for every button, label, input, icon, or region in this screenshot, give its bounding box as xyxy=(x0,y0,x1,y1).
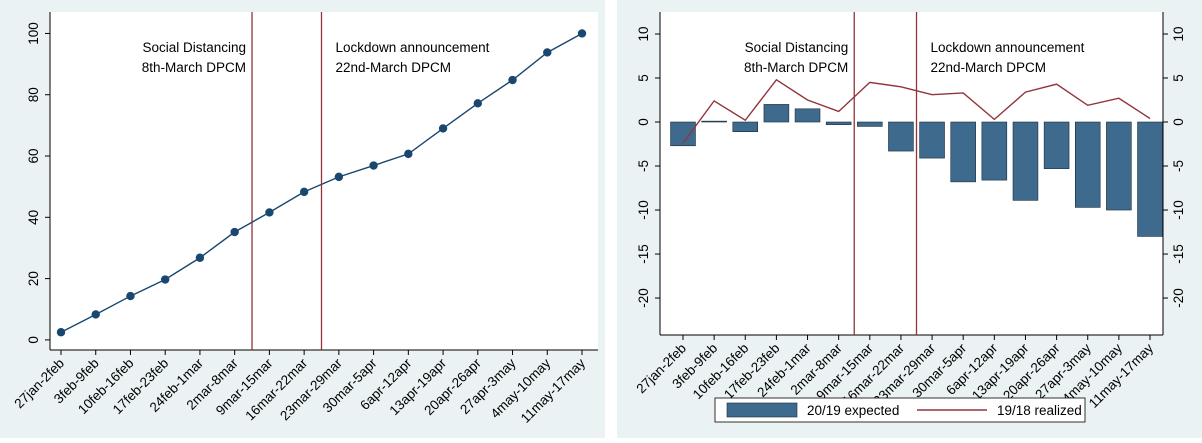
bar xyxy=(857,121,883,127)
y-tick-label: -15 xyxy=(636,244,651,264)
annotation: 22nd-March DPCM xyxy=(931,60,1047,75)
annotation: Social Distancing xyxy=(142,40,246,55)
annotation: Lockdown announcement xyxy=(931,40,1085,55)
y-tick-label: 60 xyxy=(26,149,41,164)
bar xyxy=(794,108,821,123)
marker xyxy=(230,227,239,237)
marker xyxy=(404,149,413,159)
y-tick-label: -20 xyxy=(1171,288,1186,308)
marker xyxy=(577,29,587,38)
marker xyxy=(56,328,66,337)
y-tick-label: 5 xyxy=(636,74,651,82)
y-tick-label: 40 xyxy=(26,210,41,225)
bar xyxy=(670,121,696,147)
y-tick-label: -5 xyxy=(1171,160,1186,172)
y-tick-label: 0 xyxy=(26,336,41,344)
y-tick-label: 20 xyxy=(26,271,41,286)
y-tick-label: 0 xyxy=(1171,118,1186,126)
y-tick-label: 80 xyxy=(26,87,41,102)
bar xyxy=(1012,121,1039,201)
bar xyxy=(1106,121,1132,211)
marker xyxy=(508,75,517,85)
bar xyxy=(732,121,759,132)
annotation: 8th-March DPCM xyxy=(744,60,848,75)
bar xyxy=(825,121,852,125)
marker xyxy=(299,187,309,197)
annotation: 8th-March DPCM xyxy=(142,60,246,75)
y-tick-label: 100 xyxy=(26,22,41,45)
y-tick-label: 10 xyxy=(1171,26,1186,41)
bar xyxy=(888,121,914,152)
marker xyxy=(265,208,274,217)
marker xyxy=(161,275,170,284)
legend-label: 19/18 realized xyxy=(997,403,1082,418)
y-tick-label: -10 xyxy=(1171,200,1186,220)
marker xyxy=(473,99,482,108)
bar xyxy=(981,121,1008,181)
annotation: Lockdown announcement xyxy=(336,40,490,55)
y-tick-label: 5 xyxy=(1171,74,1186,82)
marker xyxy=(91,310,100,319)
marker xyxy=(438,124,448,133)
marker xyxy=(334,172,344,182)
bar xyxy=(950,121,976,183)
bar xyxy=(1043,121,1070,169)
marker xyxy=(195,253,205,262)
marker xyxy=(126,291,135,301)
annotation: 22nd-March DPCM xyxy=(336,60,452,75)
bar xyxy=(701,120,727,123)
legend-swatch xyxy=(726,402,798,418)
legend-label: 20/19 expected xyxy=(807,403,899,418)
bar xyxy=(919,121,945,159)
y-tick-label: -15 xyxy=(1171,244,1186,264)
annotation: Social Distancing xyxy=(745,40,849,55)
y-tick-label: -5 xyxy=(636,160,651,172)
marker xyxy=(543,48,552,57)
bar xyxy=(1137,121,1163,237)
y-tick-label: 10 xyxy=(636,26,651,41)
marker xyxy=(369,161,378,170)
plot-area xyxy=(50,12,598,350)
bar xyxy=(763,104,790,123)
y-tick-label: -10 xyxy=(636,200,651,220)
y-tick-label: -20 xyxy=(636,288,651,308)
bar xyxy=(1074,121,1101,208)
y-tick-label: 0 xyxy=(636,118,651,126)
